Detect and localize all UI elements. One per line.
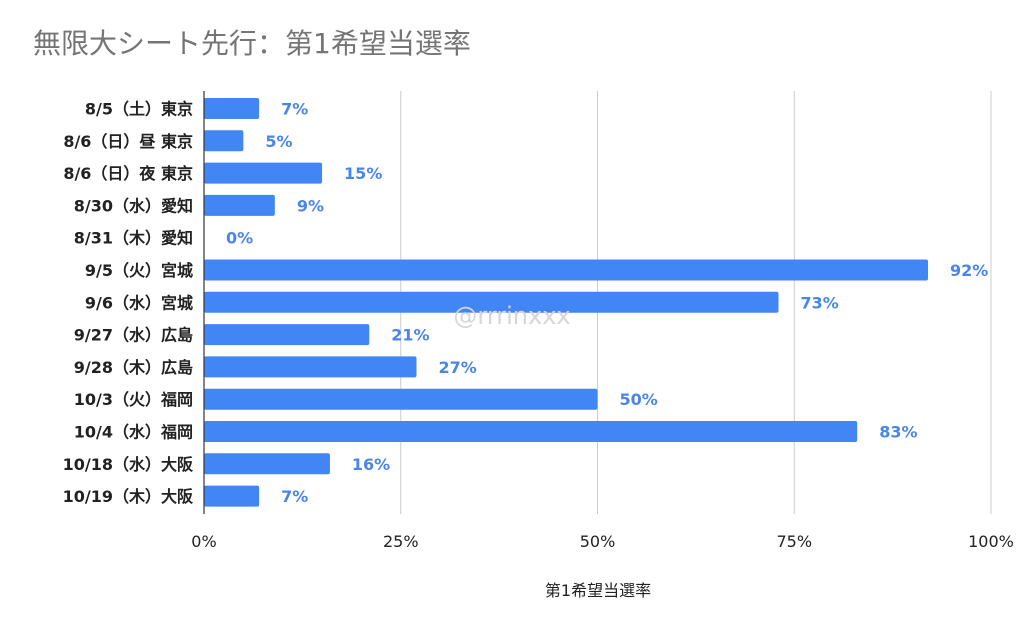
bar-12	[204, 485, 260, 507]
data-label: 5%	[265, 132, 292, 151]
data-label: 83%	[879, 423, 917, 442]
category-label: 9/27（水）広島	[74, 326, 193, 345]
category-label: 9/5（火）宮城	[85, 261, 193, 280]
data-label: 73%	[801, 293, 839, 312]
data-label: 15%	[344, 164, 382, 183]
data-label: 9%	[297, 196, 324, 215]
bar-6	[204, 291, 779, 313]
axes: 0% 25% 50% 75% 100% 8/5（土）東京 8/6（日）昼 東京 8/6（日）夜…	[63, 91, 1014, 551]
bar-11	[204, 453, 330, 475]
bar-8	[204, 356, 417, 378]
category-label: 10/18（水）大阪	[63, 455, 194, 474]
bar-7	[204, 324, 370, 346]
bar-3	[204, 194, 275, 216]
bar-10	[204, 421, 858, 442]
bar-0	[204, 98, 260, 119]
bar-1	[204, 130, 244, 152]
category-label: 8/5（土）東京	[85, 100, 193, 119]
bars: 7% 5% 15% 9% 0% 92% 73% 21% 27% 50% 83% 16% 7%	[204, 98, 988, 507]
data-label: 16%	[352, 455, 390, 474]
x-tick-label: 50%	[580, 532, 616, 551]
x-tick-label: 100%	[968, 532, 1014, 551]
category-label: 8/31（木）愛知	[74, 229, 193, 248]
category-label: 8/30（水）愛知	[74, 196, 193, 215]
category-label: 10/4（水）福岡	[74, 423, 193, 442]
category-label: 8/6（日）夜 東京	[63, 164, 193, 183]
bar-2	[204, 162, 323, 184]
x-axis-title: 第1希望当選率	[545, 581, 651, 600]
category-label: 9/28（木）広島	[74, 358, 193, 377]
data-label: 7%	[281, 100, 308, 119]
x-tick-label: 75%	[776, 532, 812, 551]
data-label: 50%	[620, 390, 658, 409]
x-tick-label: 0%	[191, 532, 216, 551]
watermark-text: @rrrinxxx	[453, 302, 570, 330]
x-tick-label: 25%	[383, 532, 419, 551]
data-label: 21%	[391, 326, 429, 345]
data-label: 0%	[226, 229, 253, 248]
bar-9	[204, 388, 598, 410]
category-label: 10/3（火）福岡	[74, 390, 193, 409]
category-label: 8/6（日）昼 東京	[63, 132, 193, 151]
data-label: 7%	[281, 487, 308, 506]
data-label: 27%	[438, 358, 476, 377]
category-label: 10/19（木）大阪	[63, 487, 194, 506]
category-label: 9/6（水）宮城	[85, 293, 193, 312]
data-label: 92%	[950, 261, 988, 280]
chart-title: 無限大シート先行：第1希望当選率	[33, 27, 471, 60]
bar-5	[204, 259, 929, 281]
